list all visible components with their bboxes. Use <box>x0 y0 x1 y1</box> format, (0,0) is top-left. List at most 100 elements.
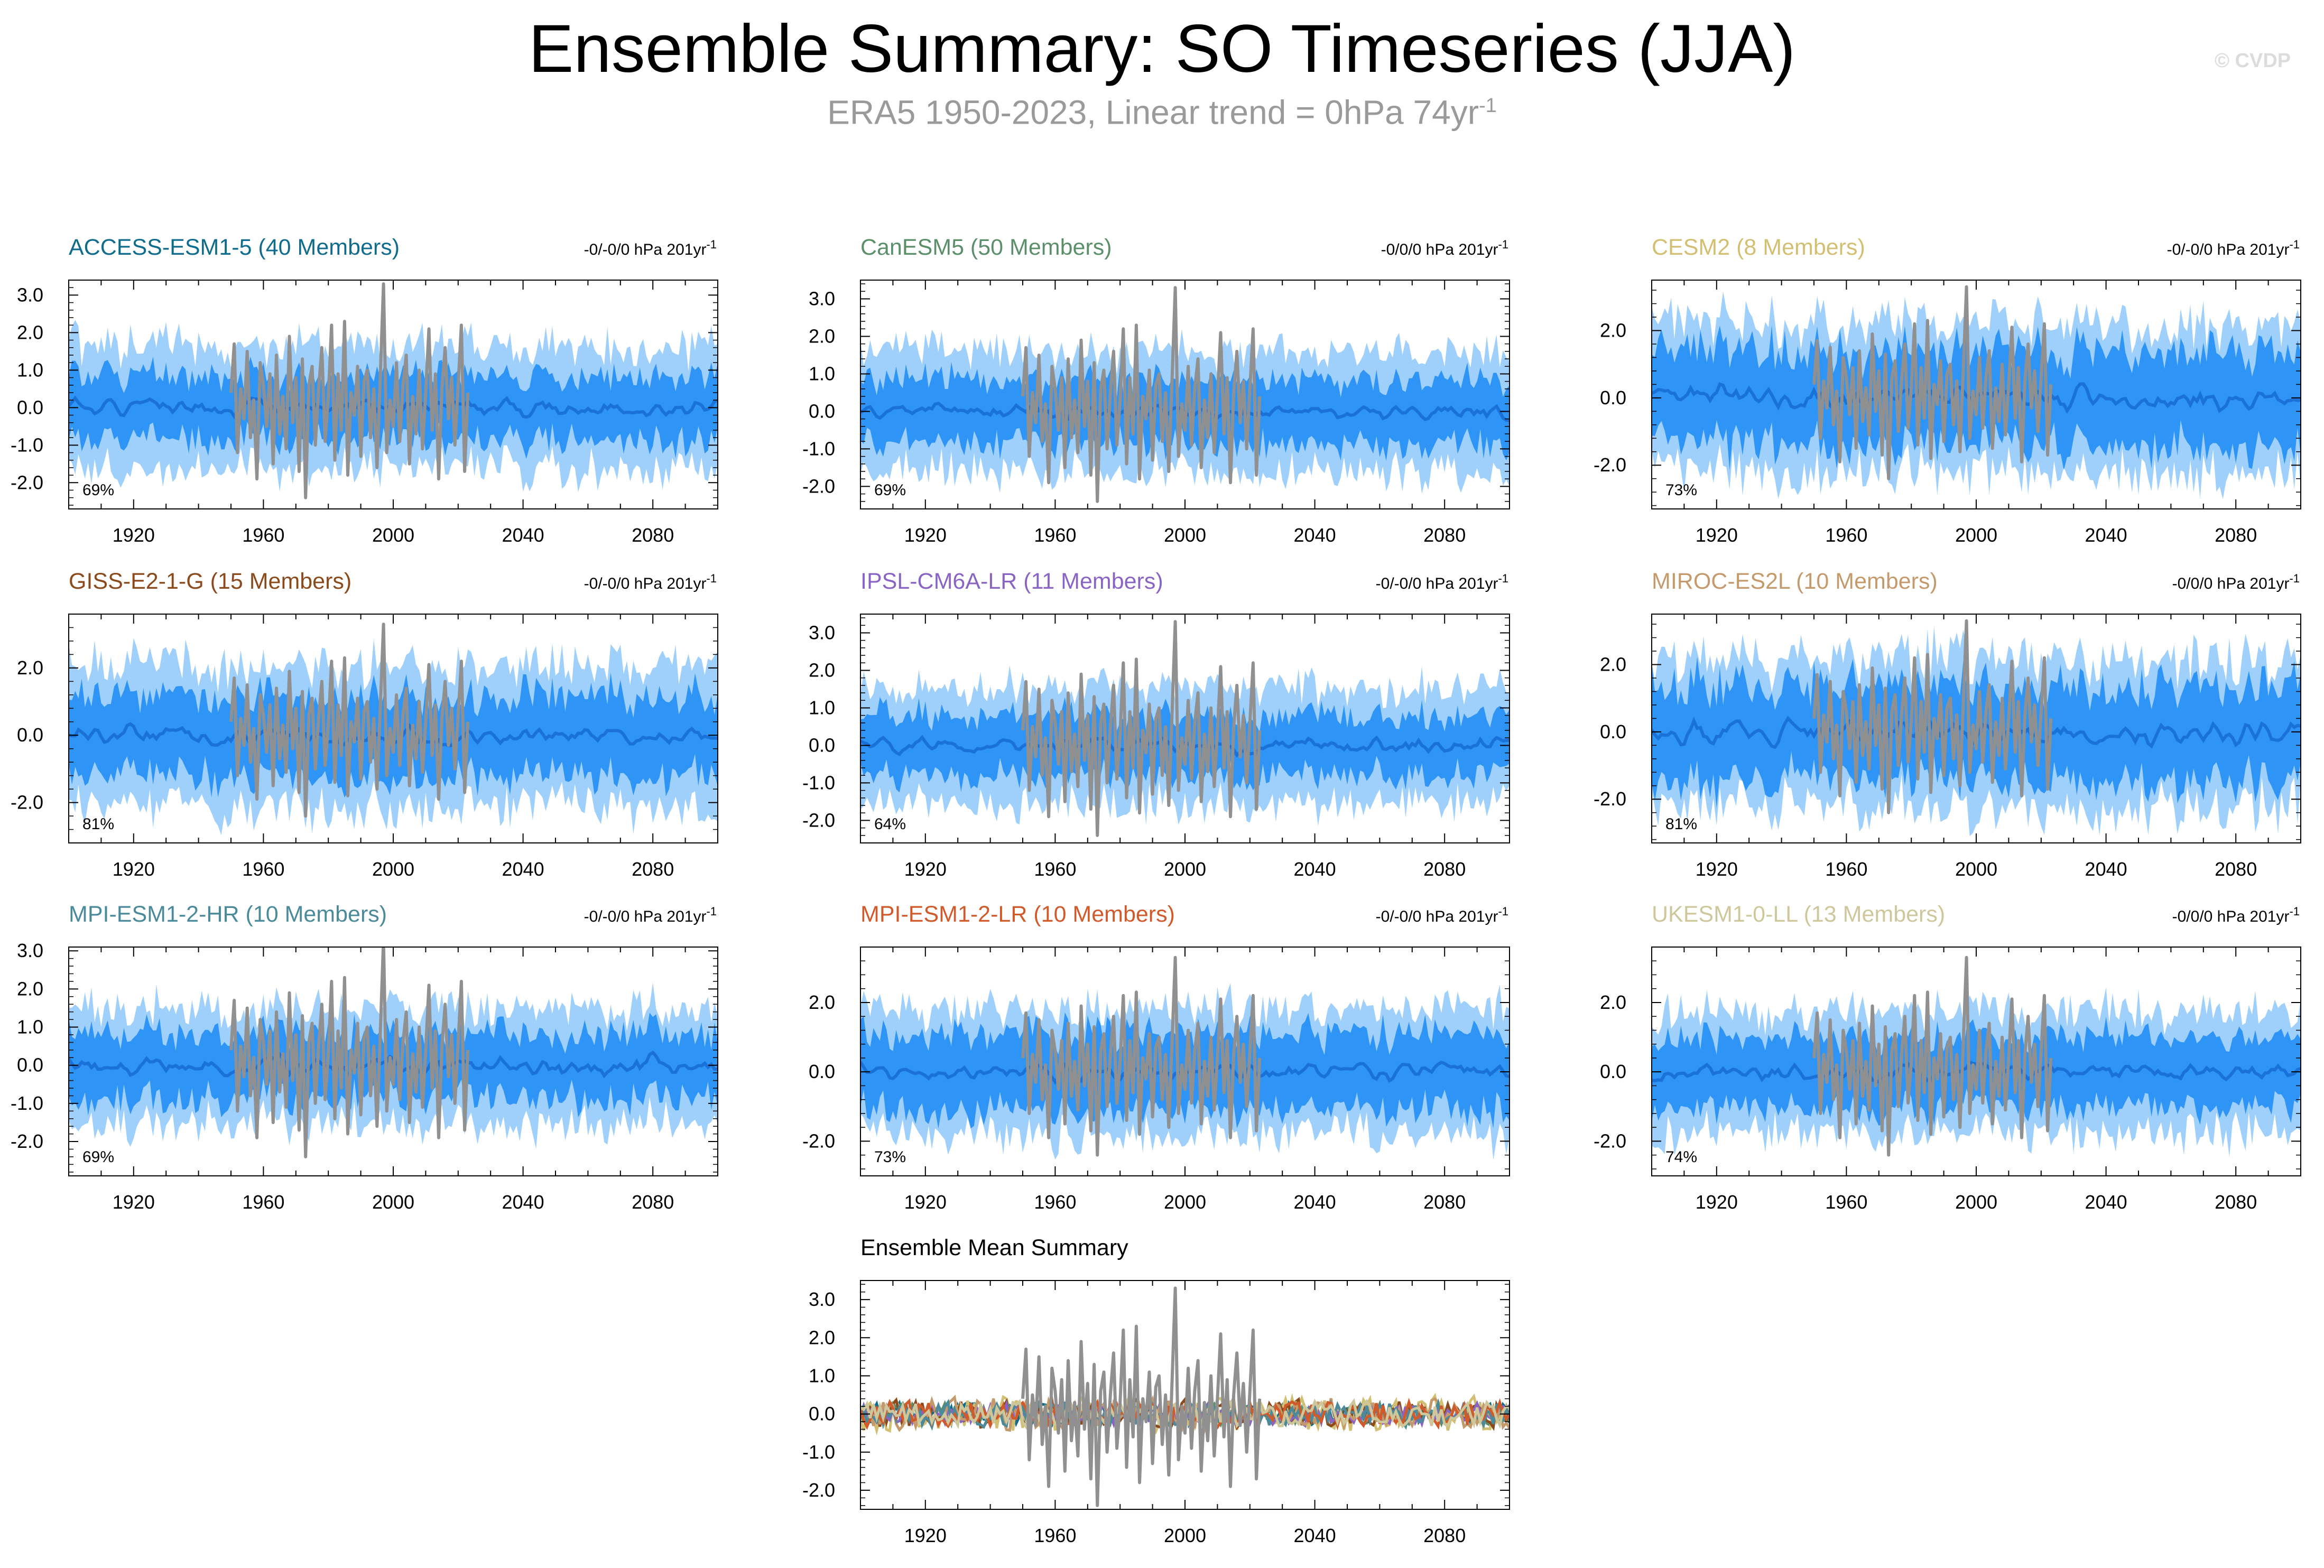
panel-trend-text: -0/-0/0 hPa 201yr-1 <box>1376 572 1508 592</box>
trend-exponent: -1 <box>706 238 717 251</box>
observed-line <box>1021 286 1262 503</box>
plot-area <box>69 947 718 1158</box>
x-tick-label: 2040 <box>502 524 544 546</box>
x-tick-label: 2080 <box>1423 1191 1466 1213</box>
y-tick-label: 0.0 <box>17 396 43 418</box>
y-tick-label: 3.0 <box>809 621 835 643</box>
y-tick-label: 2.0 <box>1600 654 1626 675</box>
y-tick-label: 0.0 <box>809 1403 835 1425</box>
y-tick-label: 0.0 <box>1600 1061 1626 1082</box>
x-tick-label: 2040 <box>2085 1191 2127 1213</box>
x-tick-label: 2000 <box>1164 1191 1206 1213</box>
panel-percent-label: 69% <box>874 481 906 499</box>
panel-trend-text: -0/-0/0 hPa 201yr-1 <box>2167 238 2300 258</box>
panel-title: CESM2 (8 Members) <box>1652 235 1865 260</box>
y-tick-label: 3.0 <box>17 940 43 961</box>
trend-exponent: -1 <box>2289 238 2300 251</box>
y-tick-label: -1.0 <box>11 1092 43 1114</box>
panel-percent-label: 73% <box>874 1148 906 1166</box>
trend-value: -0/-0/0 hPa 201yr <box>584 908 707 925</box>
y-tick-label: -1.0 <box>802 1441 835 1463</box>
plot-area <box>860 955 1510 1160</box>
y-tick-label: 1.0 <box>17 359 43 381</box>
x-tick-label: 2000 <box>372 524 414 546</box>
y-tick-label: 0.0 <box>809 400 835 422</box>
y-tick-label: -2.0 <box>1594 788 1626 810</box>
chart-panel: CanESM5 (50 Members) -0/0/0 hPa 201yr-1 19… <box>802 235 1510 546</box>
x-tick-label: 2040 <box>1294 524 1336 546</box>
trend-exponent: -1 <box>2289 572 2300 585</box>
panel-title: Ensemble Mean Summary <box>860 1235 1128 1260</box>
chart-panel: MIROC-ES2L (10 Members) -0/0/0 hPa 201yr-… <box>1594 569 2301 880</box>
observed-line <box>1812 285 2053 480</box>
chart-panel: GISS-E2-1-G (15 Members) -0/-0/0 hPa 201y… <box>11 569 718 880</box>
x-tick-label: 2040 <box>1294 1191 1336 1213</box>
x-tick-label: 2000 <box>1955 1191 1997 1213</box>
x-tick-label: 1960 <box>1034 524 1076 546</box>
trend-exponent: -1 <box>2289 905 2300 918</box>
y-tick-label: -2.0 <box>11 1130 43 1152</box>
panel-title: MPI-ESM1-2-HR (10 Members) <box>69 902 387 927</box>
figure-subtitle: ERA5 1950-2023, Linear trend = 0hPa 74yr… <box>0 85 2324 133</box>
panel-percent-label: 81% <box>1665 815 1697 833</box>
x-tick-label: 2040 <box>502 858 544 880</box>
panel-trend-text: -0/-0/0 hPa 201yr-1 <box>1376 905 1508 925</box>
y-tick-label: 2.0 <box>809 659 835 681</box>
y-tick-label: -2.0 <box>11 471 43 493</box>
x-tick-label: 1920 <box>904 524 947 546</box>
panel-percent-label: 64% <box>874 815 906 833</box>
y-tick-label: 0.0 <box>17 724 43 746</box>
x-tick-label: 2000 <box>1955 524 1997 546</box>
observed-line <box>1812 619 2053 814</box>
x-tick-label: 2040 <box>2085 858 2127 880</box>
y-tick-label: -2.0 <box>1594 454 1626 476</box>
x-tick-label: 1960 <box>1825 858 1867 880</box>
y-tick-label: 3.0 <box>17 284 43 305</box>
trend-value: -0/0/0 hPa 201yr <box>2172 908 2290 925</box>
y-tick-label: 2.0 <box>17 657 43 679</box>
trend-value: -0/-0/0 hPa 201yr <box>1376 908 1498 925</box>
plot-area <box>860 1286 1510 1507</box>
y-tick-label: 2.0 <box>1600 991 1626 1013</box>
observed-line <box>1021 1286 1262 1507</box>
trend-exponent: -1 <box>1498 572 1508 585</box>
panel-title: GISS-E2-1-G (15 Members) <box>69 569 351 594</box>
x-tick-label: 2080 <box>632 1191 674 1213</box>
panel-title: ACCESS-ESM1-5 (40 Members) <box>69 235 400 260</box>
y-tick-label: -2.0 <box>802 809 835 831</box>
y-tick-label: 1.0 <box>809 1365 835 1386</box>
panel-title: IPSL-CM6A-LR (11 Members) <box>860 569 1163 594</box>
y-tick-label: 1.0 <box>17 1016 43 1038</box>
x-tick-label: 2000 <box>1955 858 1997 880</box>
subtitle-text: ERA5 1950-2023, Linear trend = 0hPa 74yr <box>827 93 1479 132</box>
panel-trend-text: -0/0/0 hPa 201yr-1 <box>2172 905 2300 925</box>
x-tick-label: 2080 <box>2215 858 2257 880</box>
x-tick-label: 2040 <box>502 1191 544 1213</box>
y-tick-label: 1.0 <box>809 363 835 384</box>
x-tick-label: 2040 <box>1294 858 1336 880</box>
y-tick-label: 2.0 <box>17 321 43 343</box>
x-tick-label: 1920 <box>113 524 155 546</box>
x-tick-label: 1920 <box>1696 524 1738 546</box>
y-tick-label: 3.0 <box>809 1288 835 1310</box>
trend-exponent: -1 <box>706 905 717 918</box>
x-tick-label: 2080 <box>2215 524 2257 546</box>
subtitle-exponent: -1 <box>1479 95 1497 117</box>
x-tick-label: 1920 <box>113 858 155 880</box>
observed-line <box>1021 955 1262 1157</box>
x-tick-label: 2080 <box>2215 1191 2257 1213</box>
y-tick-label: -2.0 <box>802 475 835 497</box>
y-tick-label: -2.0 <box>11 792 43 813</box>
x-tick-label: 1960 <box>1825 1191 1867 1213</box>
panel-title: MIROC-ES2L (10 Members) <box>1652 569 1938 594</box>
x-tick-label: 2040 <box>2085 524 2127 546</box>
chart-panel: UKESM1-0-LL (13 Members) -0/0/0 hPa 201yr… <box>1594 902 2301 1213</box>
plot-area <box>1652 955 2301 1157</box>
chart-panel: IPSL-CM6A-LR (11 Members) -0/-0/0 hPa 201… <box>802 569 1510 880</box>
y-tick-label: -2.0 <box>802 1479 835 1501</box>
x-tick-label: 1960 <box>242 1191 284 1213</box>
x-tick-label: 1920 <box>904 858 947 880</box>
trend-exponent: -1 <box>706 572 717 585</box>
credit-watermark: © CVDP <box>2215 50 2291 72</box>
